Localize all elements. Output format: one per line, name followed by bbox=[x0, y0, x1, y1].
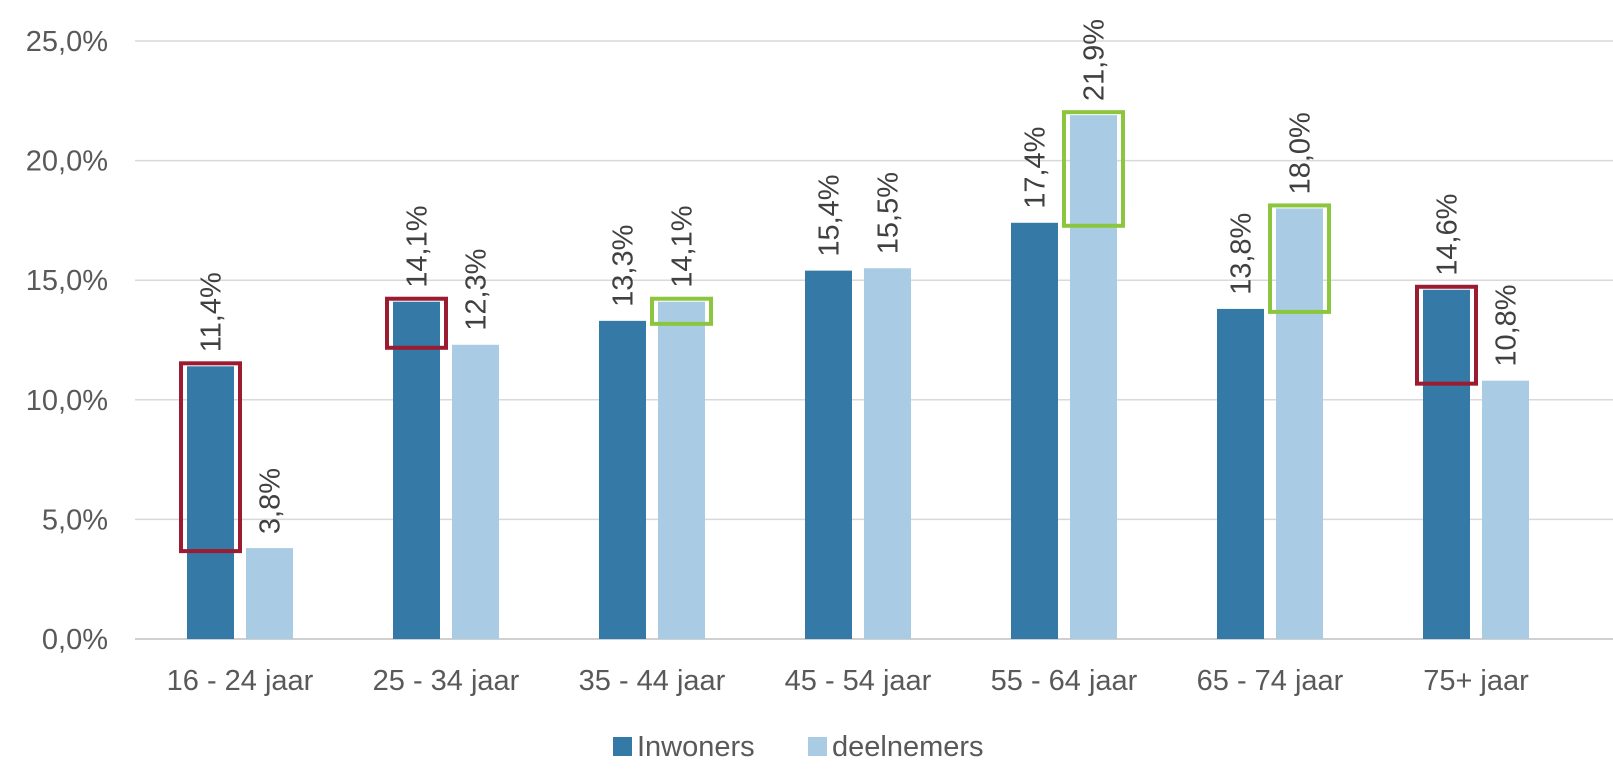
bar-deelnemers bbox=[1070, 115, 1117, 640]
bars bbox=[187, 115, 1529, 640]
x-tick-label: 16 - 24 jaar bbox=[167, 665, 314, 697]
x-axis: 16 - 24 jaar 25 - 34 jaar 35 - 44 jaar 45 -… bbox=[167, 665, 1529, 697]
data-labels: 11,4% 3,8% 14,1% 12,3% 13,3% 14,1% 15,4% 15,5% 1… bbox=[196, 19, 1523, 534]
bar-inwoners bbox=[393, 301, 440, 639]
data-label: 21,9% bbox=[1079, 19, 1111, 101]
data-label: 3,8% bbox=[255, 468, 287, 534]
y-tick-label: 20,0% bbox=[26, 146, 108, 178]
bar-deelnemers bbox=[1482, 380, 1529, 639]
legend: Inwoners deelnemers bbox=[613, 731, 984, 763]
x-tick-label: 25 - 34 jaar bbox=[373, 665, 520, 697]
x-tick-label: 35 - 44 jaar bbox=[579, 665, 726, 697]
highlight-box bbox=[385, 296, 448, 350]
y-tick-label: 5,0% bbox=[42, 504, 108, 536]
bar-inwoners bbox=[805, 270, 852, 639]
bar-deelnemers bbox=[452, 344, 499, 639]
highlight-boxes bbox=[179, 110, 1478, 554]
legend-swatch-deelnemers bbox=[808, 737, 827, 756]
x-tick-label: 65 - 74 jaar bbox=[1197, 665, 1344, 697]
bar-inwoners bbox=[187, 366, 234, 639]
bar-inwoners bbox=[1423, 289, 1470, 639]
data-label: 18,0% bbox=[1285, 112, 1317, 194]
legend-swatch-inwoners bbox=[613, 737, 632, 756]
data-label: 13,8% bbox=[1226, 213, 1258, 295]
data-label: 12,3% bbox=[461, 249, 493, 331]
highlight-box bbox=[650, 296, 713, 326]
data-label: 13,3% bbox=[608, 225, 640, 307]
bar-inwoners bbox=[1217, 308, 1264, 639]
bar-inwoners bbox=[1011, 222, 1058, 640]
bar-deelnemers bbox=[1276, 208, 1323, 639]
highlight-box bbox=[179, 361, 242, 554]
x-tick-label: 45 - 54 jaar bbox=[785, 665, 932, 697]
data-label: 17,4% bbox=[1020, 127, 1052, 209]
highlight-box bbox=[1268, 203, 1331, 314]
y-tick-label: 25,0% bbox=[26, 26, 108, 58]
y-tick-label: 15,0% bbox=[26, 265, 108, 297]
bar-deelnemers bbox=[864, 268, 911, 639]
legend-label-inwoners: Inwoners bbox=[637, 731, 755, 763]
x-tick-label: 75+ jaar bbox=[1423, 665, 1529, 697]
data-label: 15,5% bbox=[873, 172, 905, 254]
data-label: 15,4% bbox=[814, 174, 846, 256]
legend-label-deelnemers: deelnemers bbox=[832, 731, 984, 763]
data-label: 14,1% bbox=[402, 205, 434, 287]
y-axis: 0,0% 5,0% 10,0% 15,0% 20,0% 25,0% bbox=[26, 26, 108, 656]
data-label: 14,6% bbox=[1432, 194, 1464, 276]
x-tick-label: 55 - 64 jaar bbox=[991, 665, 1138, 697]
data-label: 14,1% bbox=[667, 205, 699, 287]
y-tick-label: 0,0% bbox=[42, 624, 108, 656]
bar-deelnemers bbox=[658, 301, 705, 639]
highlight-box bbox=[1415, 284, 1478, 386]
bar-inwoners bbox=[599, 320, 646, 639]
y-tick-label: 10,0% bbox=[26, 385, 108, 417]
bar-deelnemers bbox=[246, 548, 293, 639]
data-label: 10,8% bbox=[1491, 284, 1523, 366]
data-label: 11,4% bbox=[196, 272, 228, 352]
highlight-box bbox=[1062, 110, 1125, 228]
